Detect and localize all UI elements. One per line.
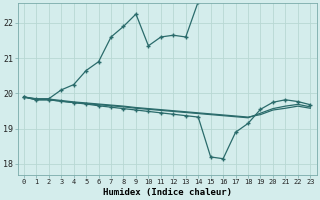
X-axis label: Humidex (Indice chaleur): Humidex (Indice chaleur) [103, 188, 232, 197]
